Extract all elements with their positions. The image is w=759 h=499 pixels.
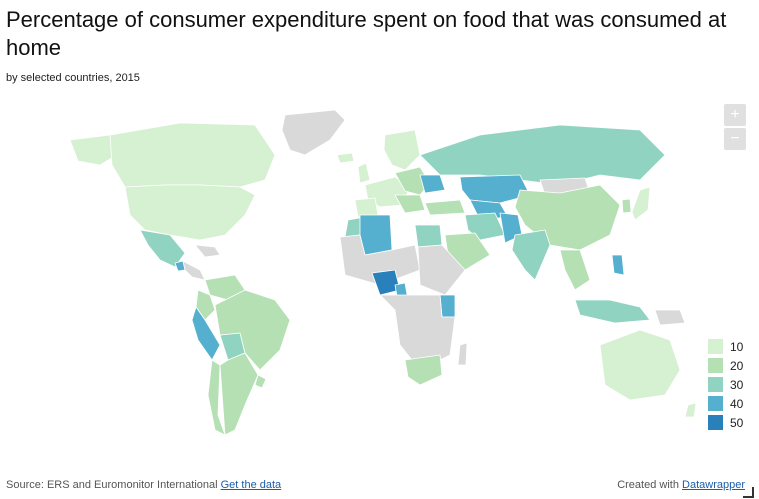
legend-swatch	[708, 396, 723, 411]
japan[interactable]	[631, 186, 651, 221]
legend-label: 10	[730, 339, 744, 354]
credit-note: Created with Datawrapper	[617, 479, 745, 491]
legend-swatch	[708, 415, 723, 430]
australia[interactable]	[599, 329, 681, 401]
legend-item: 40	[708, 394, 743, 413]
alaska[interactable]	[69, 134, 121, 166]
world-map[interactable]	[0, 95, 759, 470]
kenya[interactable]	[439, 294, 456, 318]
indonesia[interactable]	[574, 299, 651, 324]
india[interactable]	[511, 229, 551, 281]
iberia[interactable]	[354, 197, 379, 218]
turkey[interactable]	[424, 199, 466, 216]
russia[interactable]	[419, 124, 666, 186]
brazil[interactable]	[214, 289, 291, 371]
legend-item: 20	[708, 356, 743, 375]
central-africa[interactable]	[379, 294, 456, 371]
ukraine[interactable]	[419, 174, 446, 194]
world-map-svg	[69, 109, 697, 436]
libya-sahara[interactable]	[339, 234, 421, 286]
south-africa[interactable]	[404, 354, 443, 386]
legend-label: 50	[730, 415, 744, 430]
legend-swatch	[708, 358, 723, 373]
mexico[interactable]	[139, 229, 186, 268]
algeria[interactable]	[359, 214, 393, 256]
legend-label: 30	[730, 377, 744, 392]
legend-label: 40	[730, 396, 744, 411]
new-guinea[interactable]	[654, 309, 686, 326]
usa[interactable]	[124, 184, 256, 241]
caribbean[interactable]	[194, 244, 221, 258]
iceland[interactable]	[336, 152, 355, 164]
uruguay[interactable]	[254, 374, 267, 389]
legend-swatch	[708, 377, 723, 392]
colombia[interactable]	[195, 289, 216, 321]
datawrapper-link[interactable]: Datawrapper	[682, 479, 745, 491]
source-text: Source: ERS and Euromonitor Internationa…	[6, 479, 218, 491]
page-subtitle: by selected countries, 2015	[6, 72, 140, 84]
argentina[interactable]	[219, 352, 259, 436]
canada[interactable]	[109, 122, 276, 188]
scandinavia[interactable]	[383, 129, 421, 171]
zoom-in-button[interactable]: +	[724, 104, 746, 126]
legend: 10 20 30 40 50	[708, 337, 743, 432]
egypt[interactable]	[414, 224, 443, 248]
legend-item: 50	[708, 413, 743, 432]
italy-balkans[interactable]	[394, 194, 426, 214]
get-data-link[interactable]: Get the data	[220, 479, 282, 491]
central-america[interactable]	[182, 260, 206, 281]
source-note: Source: ERS and Euromonitor Internationa…	[6, 479, 281, 491]
korea[interactable]	[621, 198, 632, 214]
resize-icon[interactable]	[743, 487, 754, 498]
page-title: Percentage of consumer expenditure spent…	[6, 7, 727, 60]
greenland[interactable]	[281, 109, 346, 156]
sudan-ethiopia[interactable]	[417, 244, 466, 296]
new-zealand[interactable]	[684, 402, 697, 418]
southeast-asia[interactable]	[559, 249, 591, 291]
legend-label: 20	[730, 358, 744, 373]
philippines[interactable]	[611, 254, 625, 276]
zoom-out-button[interactable]: −	[724, 128, 746, 150]
legend-swatch	[708, 339, 723, 354]
united-kingdom[interactable]	[357, 162, 371, 184]
madagascar[interactable]	[457, 342, 468, 366]
credit-text: Created with	[617, 479, 679, 491]
legend-item: 10	[708, 337, 743, 356]
legend-item: 30	[708, 375, 743, 394]
